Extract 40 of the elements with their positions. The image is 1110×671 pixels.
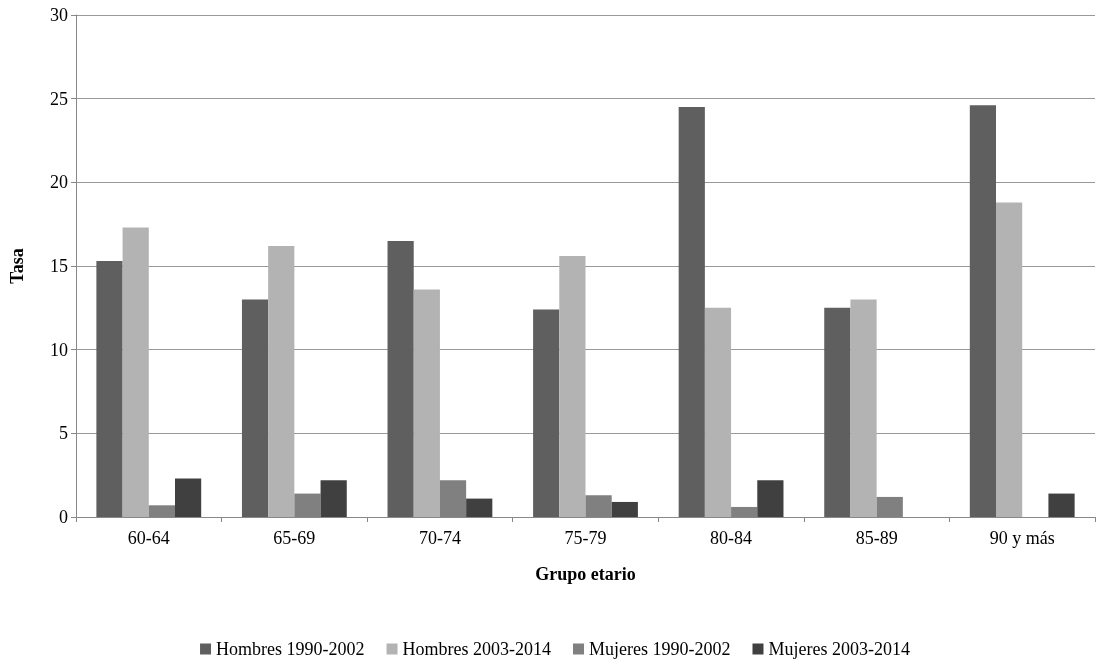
y-tick-label: 0 xyxy=(59,507,68,527)
bar xyxy=(559,255,586,517)
bar xyxy=(122,227,149,517)
bar xyxy=(1048,493,1075,517)
x-axis-title: Grupo etario xyxy=(535,564,636,584)
bar xyxy=(824,307,851,517)
bar xyxy=(996,202,1023,517)
bar xyxy=(850,299,877,517)
bar xyxy=(96,260,123,517)
x-tick-label: 65-69 xyxy=(273,528,316,548)
x-tick-label: 80-84 xyxy=(710,528,753,548)
bar xyxy=(241,299,269,517)
legend-label: Hombres 1990-2002 xyxy=(216,639,365,659)
y-tick-label: 5 xyxy=(59,423,68,444)
bar xyxy=(320,480,347,517)
x-tick-label: 75-79 xyxy=(564,528,607,548)
bar xyxy=(704,307,732,517)
x-tick-label: 85-89 xyxy=(855,528,898,548)
bar xyxy=(413,289,440,517)
y-tick-label: 10 xyxy=(50,339,68,360)
bar xyxy=(174,478,202,517)
x-tick-label: 90 y más xyxy=(989,528,1055,548)
x-tick-label: 70-74 xyxy=(418,528,461,548)
bar xyxy=(533,309,560,517)
y-tick-label: 20 xyxy=(50,172,68,193)
bar xyxy=(678,107,705,517)
bar xyxy=(611,501,638,517)
y-tick-label: 25 xyxy=(50,88,68,109)
bar xyxy=(387,240,414,517)
legend-label: Mujeres 2003-2014 xyxy=(768,639,910,659)
y-tick-label: 30 xyxy=(50,5,68,25)
legend-label: Hombres 2003-2014 xyxy=(402,639,552,659)
bar xyxy=(969,105,997,517)
y-axis-title: Tasa xyxy=(7,248,27,284)
bar xyxy=(466,498,493,517)
x-tick-label: 60-64 xyxy=(127,528,170,548)
legend-label: Mujeres 1990-2002 xyxy=(589,639,731,659)
bar xyxy=(268,245,295,517)
y-tick-label: 15 xyxy=(50,256,68,276)
bar xyxy=(757,480,784,517)
